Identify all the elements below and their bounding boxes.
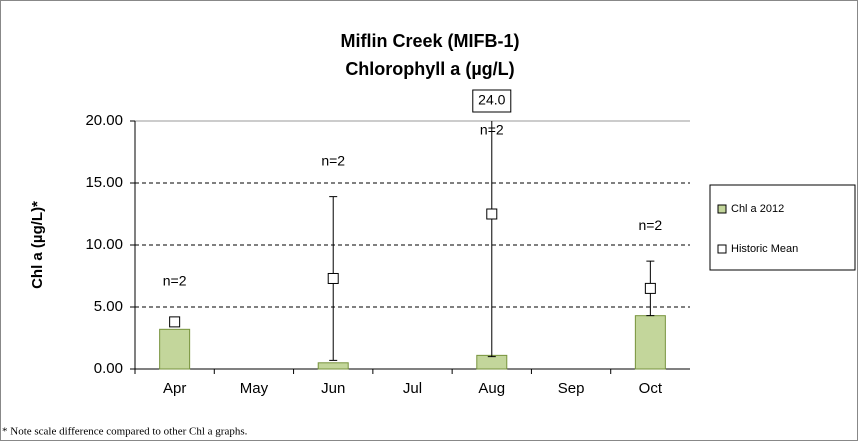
x-tick-label: Oct bbox=[639, 380, 663, 397]
n-label: n=2 bbox=[480, 122, 504, 138]
n-label: n=2 bbox=[163, 273, 187, 289]
bar bbox=[159, 328, 191, 370]
chart-title: Miflin Creek (MIFB-1) bbox=[340, 31, 519, 51]
overflow-box bbox=[472, 89, 512, 113]
n-label: n=2 bbox=[638, 217, 662, 233]
bar bbox=[317, 362, 349, 370]
legend-swatch bbox=[717, 204, 727, 214]
mean-marker bbox=[169, 316, 181, 328]
mean-marker bbox=[486, 208, 498, 220]
y-tick-label: 5.00 bbox=[94, 298, 123, 315]
error-bar bbox=[487, 121, 496, 358]
bar bbox=[634, 315, 666, 370]
legend-label: Historic Mean bbox=[731, 243, 798, 255]
x-tick-label: May bbox=[240, 380, 269, 397]
y-tick-label: 15.00 bbox=[85, 174, 123, 191]
y-tick-label: 0.00 bbox=[94, 360, 123, 377]
y-tick-label: 10.00 bbox=[85, 236, 123, 253]
x-tick-label: Sep bbox=[558, 380, 585, 397]
legend bbox=[709, 184, 856, 271]
mean-marker bbox=[644, 282, 656, 294]
y-tick-label: 20.00 bbox=[85, 112, 123, 129]
x-tick-label: Jul bbox=[403, 380, 422, 397]
x-tick-label: Aug bbox=[478, 380, 505, 397]
legend-label: Chl a 2012 bbox=[731, 203, 784, 215]
footnote: * Note scale difference compared to othe… bbox=[2, 426, 248, 438]
y-axis-label: Chl a (µg/L)* bbox=[29, 201, 46, 289]
x-tick-label: Apr bbox=[163, 380, 186, 397]
n-label: n=2 bbox=[321, 152, 345, 168]
chart-title: Chlorophyll a (µg/L) bbox=[345, 59, 514, 79]
mean-marker bbox=[327, 272, 339, 284]
bar bbox=[476, 354, 508, 370]
legend-swatch bbox=[717, 244, 727, 254]
x-tick-label: Jun bbox=[321, 380, 345, 397]
overflow-label: 24.0 bbox=[478, 92, 505, 108]
